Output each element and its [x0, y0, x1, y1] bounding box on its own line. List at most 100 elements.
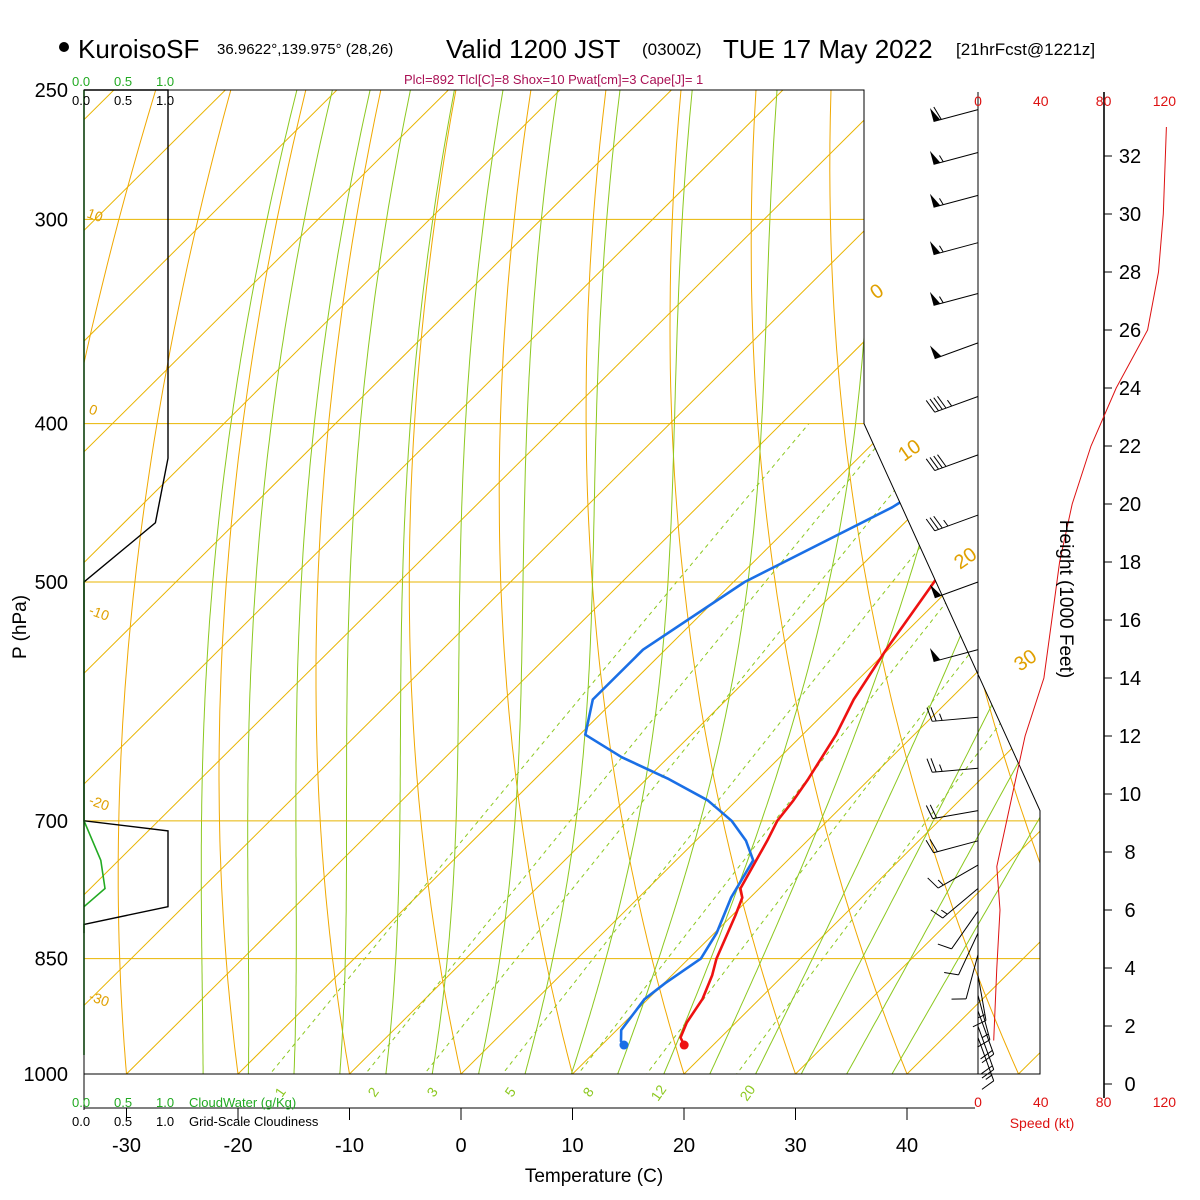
temperature-tick-label: -20 — [224, 1135, 253, 1157]
cloudwater-label: CloudWater (g/Kg) — [189, 1095, 296, 1110]
pressure-tick-label: 250 — [35, 80, 68, 102]
barb-flag — [930, 909, 944, 919]
barb-flag — [933, 397, 943, 410]
barb-flag — [925, 805, 934, 819]
barb-flag — [944, 972, 959, 976]
barb-half-flag — [939, 713, 943, 721]
gc-tick-top-2: 1.0 — [156, 93, 174, 108]
isotherm — [314, 90, 1040, 1074]
wind-barb — [929, 193, 979, 208]
barb-staff — [932, 810, 979, 820]
barb-staff — [934, 396, 979, 413]
gc-tick-bottom-1: 0.5 — [114, 1114, 132, 1129]
height-tick-label: 26 — [1119, 320, 1141, 342]
pressure-tick-label: 850 — [35, 949, 68, 971]
barb-staff — [933, 840, 979, 854]
isotherm — [84, 90, 924, 1074]
barb-staff — [934, 581, 979, 599]
moist-adiabat — [871, 90, 1040, 1074]
temperature-tick-label: 30 — [784, 1135, 806, 1157]
mixing-ratio-label: 8 — [579, 1084, 597, 1100]
mixing-ratio-label: 5 — [501, 1084, 519, 1100]
cw-tick-top-2: 1.0 — [156, 74, 174, 89]
dry-adiabat — [829, 90, 1035, 1074]
barb-flag — [981, 1080, 995, 1090]
temperature-tick-label: 0 — [455, 1135, 466, 1157]
moist-adiabat — [604, 90, 780, 1074]
stability-indices: Plcl=892 Tlcl[C]=8 Shox=10 Pwat[cm]=3 Ca… — [404, 72, 703, 87]
wind-barb — [925, 838, 979, 854]
isotherm — [84, 90, 367, 1074]
pressure-tick-label: 1000 — [24, 1064, 69, 1086]
barb-staff — [933, 151, 979, 165]
barb-staff — [932, 767, 979, 773]
moist-adiabat — [737, 90, 1040, 1074]
dry-adiabat-label: 0 — [866, 280, 888, 304]
isotherm — [1095, 61, 1200, 1109]
dry-adiabat-label: 20 — [950, 543, 981, 574]
barb-half-flag — [943, 519, 949, 527]
barb-pennant — [929, 291, 941, 306]
barb-staff — [958, 932, 979, 976]
wind-barb — [929, 291, 979, 306]
moist-adiabat — [200, 90, 305, 1074]
utc-time: (0300Z) — [642, 40, 702, 59]
pressure-tick-label: 300 — [35, 209, 68, 231]
mixing-ratio-line — [337, 423, 896, 1074]
barb-flag — [929, 838, 938, 852]
wind-barb — [944, 932, 979, 976]
wind-barb — [926, 758, 979, 773]
profiles — [583, 104, 1040, 1046]
isotherm — [84, 90, 701, 1074]
barb-flag — [937, 454, 947, 467]
barb-half-flag — [985, 1074, 992, 1080]
wind-barb — [929, 342, 979, 360]
height-tick-label: 16 — [1119, 610, 1141, 632]
barb-staff — [934, 454, 979, 472]
mixing-ratio-label: 20 — [736, 1082, 758, 1104]
wind-barb — [951, 954, 979, 1000]
height-tick-label: 14 — [1119, 668, 1141, 690]
mixing-ratio-line — [241, 423, 810, 1074]
gc-tick-bottom-2: 1.0 — [156, 1114, 174, 1129]
barb-staff — [933, 649, 979, 663]
cw-tick-top-0: 0.0 — [72, 74, 90, 89]
dry-adiabat-label: 10 — [894, 435, 925, 466]
barb-flag — [926, 758, 933, 773]
height-tick-label: 24 — [1119, 378, 1141, 400]
barb-half-flag — [981, 1033, 989, 1039]
gc-tick-top-1: 0.5 — [114, 93, 132, 108]
temperature-tick-label: -30 — [112, 1135, 141, 1157]
wind-barbs — [925, 106, 995, 1090]
pressure-tick-label: 500 — [35, 572, 68, 594]
barb-flag — [925, 400, 936, 413]
barb-flag — [981, 1053, 995, 1064]
barb-half-flag — [978, 1014, 986, 1019]
mixing-ratio-label: 12 — [647, 1082, 669, 1104]
site-marker-icon — [59, 42, 69, 52]
barb-flag — [933, 515, 943, 529]
height-tick-label: 0 — [1124, 1074, 1135, 1096]
mixing-ratio-label: 2 — [364, 1084, 382, 1100]
barb-flag — [929, 457, 939, 470]
valid-date: TUE 17 May 2022 — [723, 34, 933, 64]
cw-tick-bottom-2: 1.0 — [156, 1095, 174, 1110]
barb-staff — [977, 1026, 995, 1070]
pressure-tick-label: 400 — [35, 414, 68, 436]
isotherm — [871, 90, 1040, 1074]
moist-adiabat — [425, 90, 509, 1074]
barb-flag — [929, 398, 939, 412]
isotherm — [983, 90, 1040, 1074]
barb-flag — [925, 518, 936, 532]
forecast-info: [21hrFcst@1221z] — [956, 40, 1095, 59]
valid-time: Valid 1200 JST — [446, 34, 621, 64]
barb-half-flag — [939, 296, 944, 304]
site-coords: 36.9622°,139.975° (28,26) — [217, 41, 393, 58]
barb-pennant — [929, 193, 941, 208]
barb-staff — [977, 1010, 995, 1055]
wind-barb — [977, 1010, 995, 1064]
barb-staff — [977, 1037, 995, 1081]
